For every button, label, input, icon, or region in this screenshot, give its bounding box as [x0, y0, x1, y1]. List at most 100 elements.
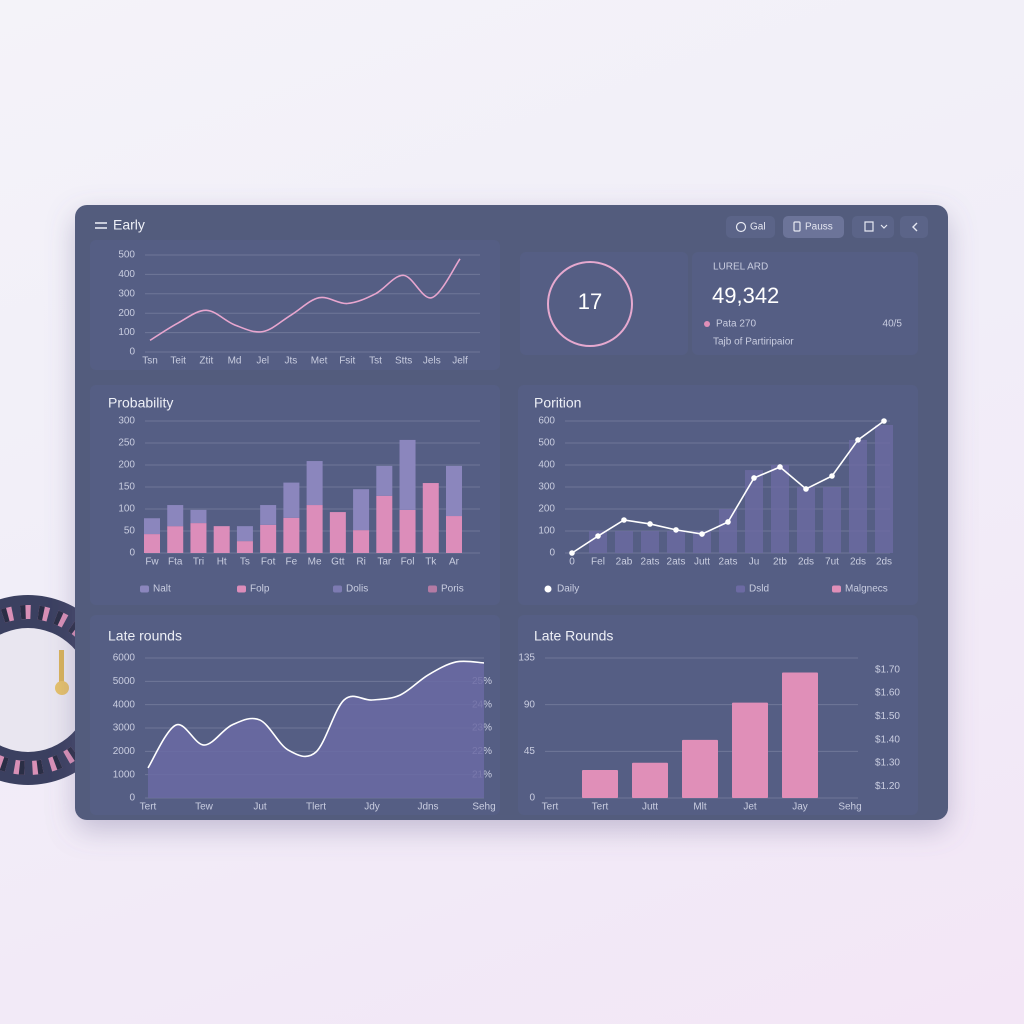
x-tick-label: Ju	[749, 557, 760, 568]
bar	[589, 531, 607, 553]
x-tick-label: Fw	[145, 557, 159, 568]
x-tick-label: Tert	[592, 802, 609, 813]
x-tick-label: Tst	[369, 356, 382, 367]
x-tick-label: 2ats	[641, 557, 660, 568]
back-button[interactable]	[900, 216, 928, 238]
bar-segment	[190, 523, 207, 553]
legend-label: Daily	[557, 584, 579, 595]
bar	[849, 439, 867, 553]
y-tick-label: 100	[538, 526, 555, 537]
stat-side: 40/5	[883, 319, 903, 330]
bar-segment	[144, 534, 160, 553]
legend-label: Dsld	[749, 584, 769, 595]
legend-swatch	[333, 585, 342, 593]
bar	[745, 470, 763, 553]
y-tick-label: 2000	[113, 746, 136, 757]
y-tick-label: 0	[129, 548, 135, 559]
legend-swatch	[140, 585, 149, 593]
bar-segment	[167, 526, 184, 553]
x-tick-label: Tert	[542, 802, 559, 813]
stat-caption: Tajb of Partiripaior	[713, 337, 794, 348]
x-tick-label: Tar	[377, 557, 392, 568]
x-tick-label: Ztit	[199, 356, 213, 367]
header-title: Early	[113, 217, 145, 233]
y-tick-label: 300	[118, 416, 135, 427]
y-tick-label: 300	[538, 482, 555, 493]
chart-title: Late rounds	[108, 628, 182, 644]
x-tick-label: Jts	[285, 356, 298, 367]
bar-segment	[167, 505, 184, 527]
menu-icon[interactable]	[95, 222, 107, 229]
x-tick-label: Jay	[792, 802, 808, 813]
x-tick-label: 2ats	[667, 557, 686, 568]
y-tick-label: 600	[538, 416, 555, 427]
y-tick-label: 0	[129, 347, 135, 358]
bar-segment	[376, 465, 393, 496]
y2-tick-label: $1.70	[875, 664, 900, 675]
bar	[582, 770, 618, 798]
line	[147, 660, 485, 769]
y-tick-label: 135	[518, 653, 535, 664]
x-tick-label: 2ds	[798, 557, 814, 568]
x-tick-label: Teit	[170, 356, 186, 367]
x-tick-label: Met	[311, 356, 328, 367]
button[interactable]	[726, 216, 775, 238]
x-tick-label: Jutt	[694, 557, 710, 568]
x-tick-label: Ar	[449, 557, 460, 568]
ring	[547, 261, 633, 347]
button-label[interactable]: Pauss	[805, 222, 833, 233]
y-tick-label: 100	[118, 504, 135, 515]
x-tick-label: Fol	[401, 557, 415, 568]
button-label[interactable]: Gal	[750, 222, 766, 233]
y-tick-label: 0	[129, 793, 135, 804]
y2-tick-label: $1.50	[875, 711, 900, 722]
x-tick-label: Jut	[253, 802, 267, 813]
bar-segment	[213, 526, 230, 553]
bar-segment	[422, 483, 439, 553]
y-tick-label: 500	[538, 438, 555, 449]
x-tick-label: 2ds	[876, 557, 892, 568]
bar	[667, 531, 685, 553]
bar	[875, 424, 893, 553]
bar	[771, 465, 789, 553]
bar-segment	[446, 465, 462, 517]
x-tick-label: 2ab	[616, 557, 633, 568]
x-tick-label: Tert	[140, 802, 157, 813]
y-tick-label: 400	[538, 460, 555, 471]
x-tick-label: Fe	[286, 557, 298, 568]
point	[751, 475, 757, 481]
x-tick-label: Sehg	[472, 802, 495, 813]
point	[829, 473, 835, 479]
bar-segment	[376, 495, 393, 553]
bar	[823, 487, 841, 553]
bar	[693, 531, 711, 553]
x-tick-label: Jelf	[452, 356, 468, 367]
x-tick-label: Fta	[168, 557, 183, 568]
point	[595, 533, 601, 539]
x-tick-label: Stts	[395, 356, 412, 367]
bar	[682, 739, 718, 798]
x-tick-label: Gtt	[331, 557, 345, 568]
bar-segment	[260, 505, 277, 525]
legend-swatch	[237, 585, 246, 593]
bar-segment	[190, 509, 207, 524]
legend-swatch	[832, 585, 841, 593]
y-tick-label: 90	[524, 699, 536, 710]
legend-dot	[704, 321, 710, 327]
legend-swatch	[544, 585, 552, 593]
stat-legend: Pata 270	[716, 319, 756, 330]
legend-label: Poris	[441, 584, 464, 595]
point	[647, 521, 653, 527]
legend-label: Folp	[250, 584, 270, 595]
bar-segment	[353, 530, 370, 553]
x-tick-label: 2tb	[773, 557, 787, 568]
x-tick-label: Tew	[195, 802, 214, 813]
y-tick-label: 5000	[113, 676, 136, 687]
y-tick-label: 200	[118, 308, 135, 319]
stat-value: 49,342	[712, 283, 779, 308]
bar-segment	[353, 489, 370, 531]
bar-segment	[329, 512, 346, 553]
point	[881, 418, 887, 424]
x-tick-label: Jel	[256, 356, 269, 367]
